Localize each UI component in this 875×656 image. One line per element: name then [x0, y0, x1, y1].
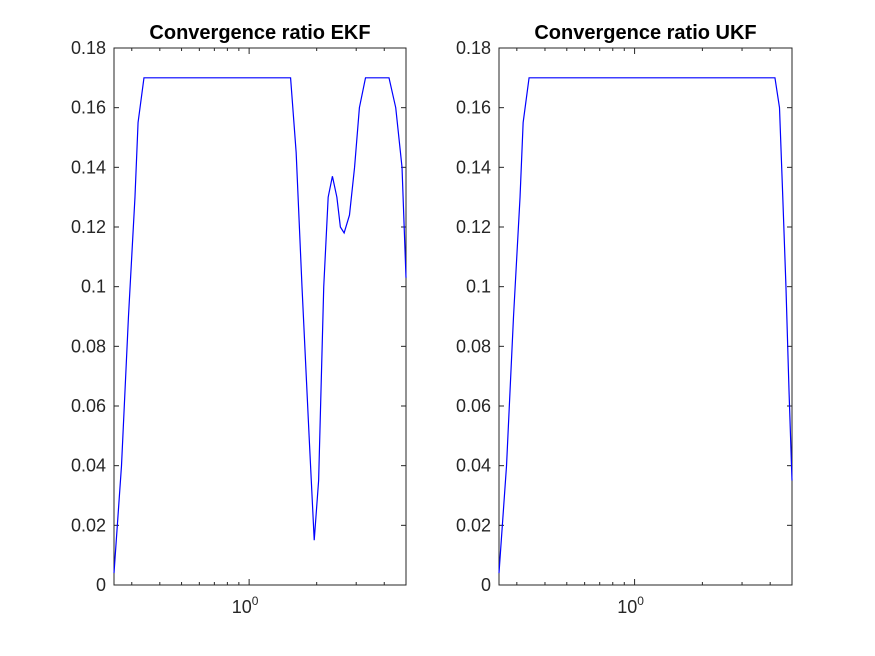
y-tick-label: 0.14	[456, 157, 491, 177]
y-tick-label: 0.18	[71, 38, 106, 58]
y-tick-label: 0	[481, 575, 491, 595]
y-tick-label: 0.1	[81, 277, 106, 297]
chart-title-ekf: Convergence ratio EKF	[149, 22, 370, 44]
series-layer-ukf	[498, 77, 793, 574]
y-tick-label: 0.08	[71, 336, 106, 356]
y-tick-label: 0.06	[71, 396, 106, 416]
y-tick-label: 0.14	[71, 157, 106, 177]
x-tick-label: 100	[617, 594, 644, 617]
axis-ticks-ekf: 0 0.02 0.04 0.06 0.08 0.1 0.12 0.14 0.16 0.18 100	[71, 38, 406, 617]
series-layer-ekf	[113, 77, 407, 574]
y-tick-label: 0.16	[456, 98, 491, 118]
y-tick-label: 0.04	[71, 456, 106, 476]
y-tick-label: 0.12	[456, 217, 491, 237]
y-tick-label: 0.12	[71, 217, 106, 237]
chart-title-ukf: Convergence ratio UKF	[534, 22, 756, 44]
chart-ekf: Convergence ratio EKF 00.020.040.060.080…	[71, 22, 407, 617]
chart-ukf: Convergence ratio UKF 00.020.040.060.080…	[456, 22, 793, 617]
axis-ticks-ukf: 0 0.02 0.04 0.06 0.08 0.1 0.12 0.14 0.16 0.18 100	[456, 38, 792, 617]
y-tick-label: 0.16	[71, 98, 106, 118]
y-tick-label: 0.02	[456, 515, 491, 535]
y-tick-label: 0	[96, 575, 106, 595]
y-tick-label: 0.02	[71, 515, 106, 535]
y-tick-label: 0.1	[466, 277, 491, 297]
y-tick-label: 0.18	[456, 38, 491, 58]
series-line	[498, 77, 793, 574]
series-line	[113, 77, 407, 574]
x-tick-label: 100	[232, 594, 259, 617]
plot-area-ukf	[498, 47, 793, 586]
y-tick-label: 0.06	[456, 396, 491, 416]
y-tick-label: 0.08	[456, 336, 491, 356]
plot-area-ekf	[113, 47, 407, 586]
y-tick-label: 0.04	[456, 456, 491, 476]
